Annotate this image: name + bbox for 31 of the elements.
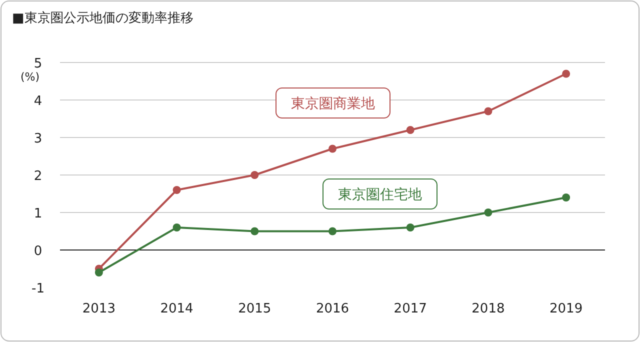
y-axis-title: (%) <box>20 70 40 84</box>
series-label: 東京圏住宅地 <box>338 187 422 203</box>
x-tick-label: 2014 <box>160 302 194 316</box>
point <box>250 171 259 179</box>
y-tick-label: -1 <box>32 282 44 296</box>
point <box>250 227 259 236</box>
chart-title: ■東京圏公示地価の変動率推移 <box>12 10 194 26</box>
x-tick-label: 2015 <box>238 302 272 316</box>
y-tick-label: 4 <box>34 94 42 109</box>
point <box>328 227 336 236</box>
point <box>94 268 103 276</box>
y-tick-label: 5 <box>34 56 42 72</box>
x-tick-label: 2016 <box>316 302 350 316</box>
series-label: 東京圏商業地 <box>291 96 375 112</box>
x-tick-label: 2018 <box>472 302 505 316</box>
point <box>172 224 181 232</box>
point <box>484 107 492 116</box>
point <box>562 70 570 78</box>
point <box>328 144 336 153</box>
x-tick-label: 2013 <box>82 302 116 316</box>
point <box>406 224 414 232</box>
point <box>172 186 181 194</box>
x-tick-label: 2019 <box>550 302 583 316</box>
x-tick-label: 2017 <box>394 302 427 316</box>
y-tick-label: 0 <box>34 244 42 259</box>
point <box>406 126 414 134</box>
y-tick-label: 1 <box>34 206 42 222</box>
point <box>562 194 570 202</box>
y-tick-label: 3 <box>34 132 42 146</box>
point <box>484 208 492 216</box>
y-tick-label: 2 <box>34 169 42 184</box>
